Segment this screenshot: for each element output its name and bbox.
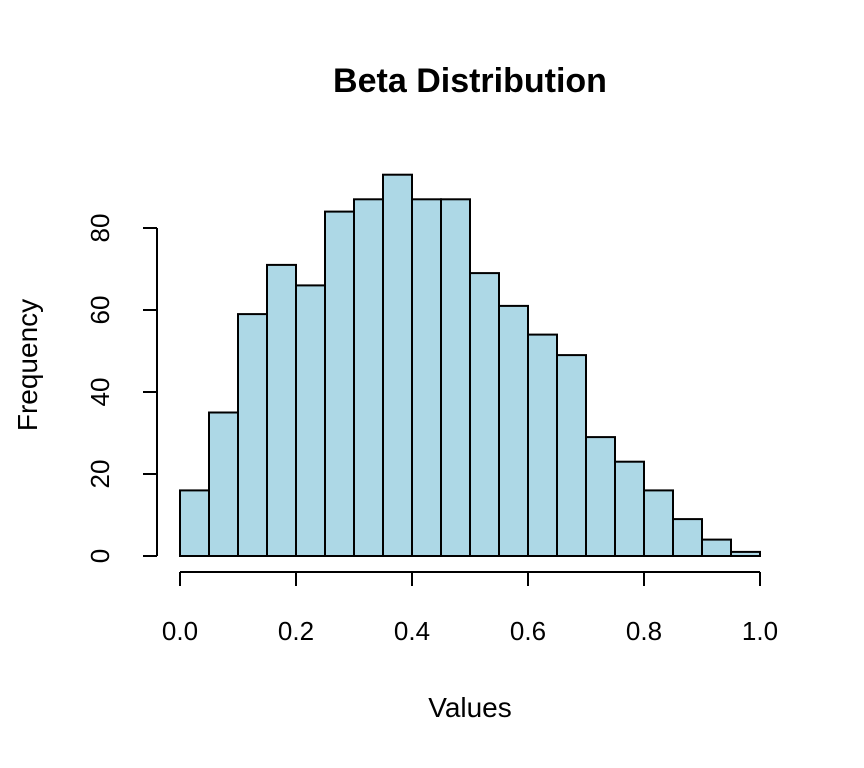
x-tick-label: 0.8 (626, 616, 662, 646)
x-tick-label: 1.0 (742, 616, 778, 646)
histogram-bar (382, 173, 413, 557)
y-tick-label: 0 (85, 549, 115, 563)
x-tick-label: 0.2 (278, 616, 314, 646)
chart-title: Beta Distribution (333, 62, 607, 100)
histogram-bar (701, 538, 732, 557)
x-axis-ticks: 0.0 0.2 0.4 0.6 0.8 1.0 (162, 572, 778, 646)
x-tick-label: 0.4 (394, 616, 430, 646)
histogram-bar (440, 198, 471, 558)
histogram-bar (208, 411, 239, 557)
histogram-bar (324, 210, 355, 557)
histogram-bar (585, 436, 616, 558)
histogram-bar (469, 272, 500, 557)
histogram-bar (527, 333, 558, 557)
y-tick-label: 40 (85, 378, 115, 407)
histogram-bar (614, 460, 645, 558)
histogram-bar (498, 304, 529, 557)
histogram-bars (179, 173, 761, 558)
histogram-bar (237, 313, 268, 557)
histogram-bar (672, 518, 703, 557)
histogram-bar (556, 354, 587, 557)
y-tick-label: 20 (85, 460, 115, 489)
x-axis: 0.0 0.2 0.4 0.6 0.8 1.0 (162, 571, 778, 646)
x-axis-label: Values (428, 692, 512, 723)
histogram-bar (411, 198, 442, 558)
histogram-bar (179, 489, 210, 557)
y-tick-label: 80 (85, 214, 115, 243)
y-axis-ticks: 0 20 40 60 80 (85, 214, 157, 563)
x-tick-label: 0.6 (510, 616, 546, 646)
histogram-bar (730, 550, 761, 558)
y-axis-label: Frequency (12, 299, 43, 431)
histogram-bar (643, 489, 674, 557)
y-axis: 0 20 40 60 80 (85, 214, 158, 563)
histogram-bar (266, 263, 297, 557)
histogram-bar (353, 198, 384, 558)
histogram-bar (295, 284, 326, 557)
y-tick-label: 60 (85, 296, 115, 325)
x-tick-label: 0.0 (162, 616, 198, 646)
